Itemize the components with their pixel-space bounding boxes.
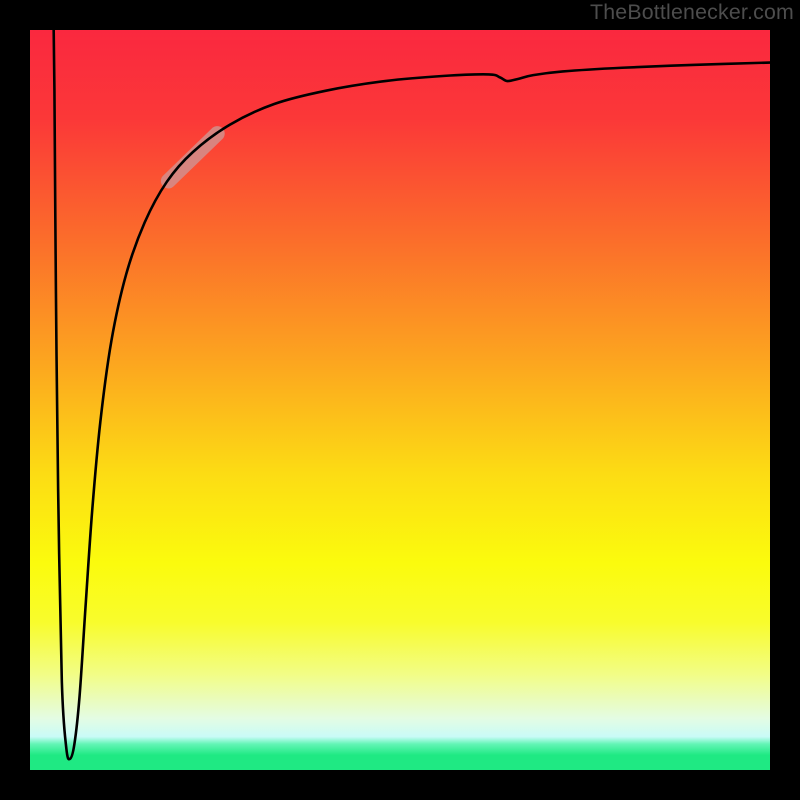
bottleneck-curve-chart: [0, 0, 800, 800]
chart-canvas: TheBottlenecker.com: [0, 0, 800, 800]
plot-background: [30, 30, 770, 770]
